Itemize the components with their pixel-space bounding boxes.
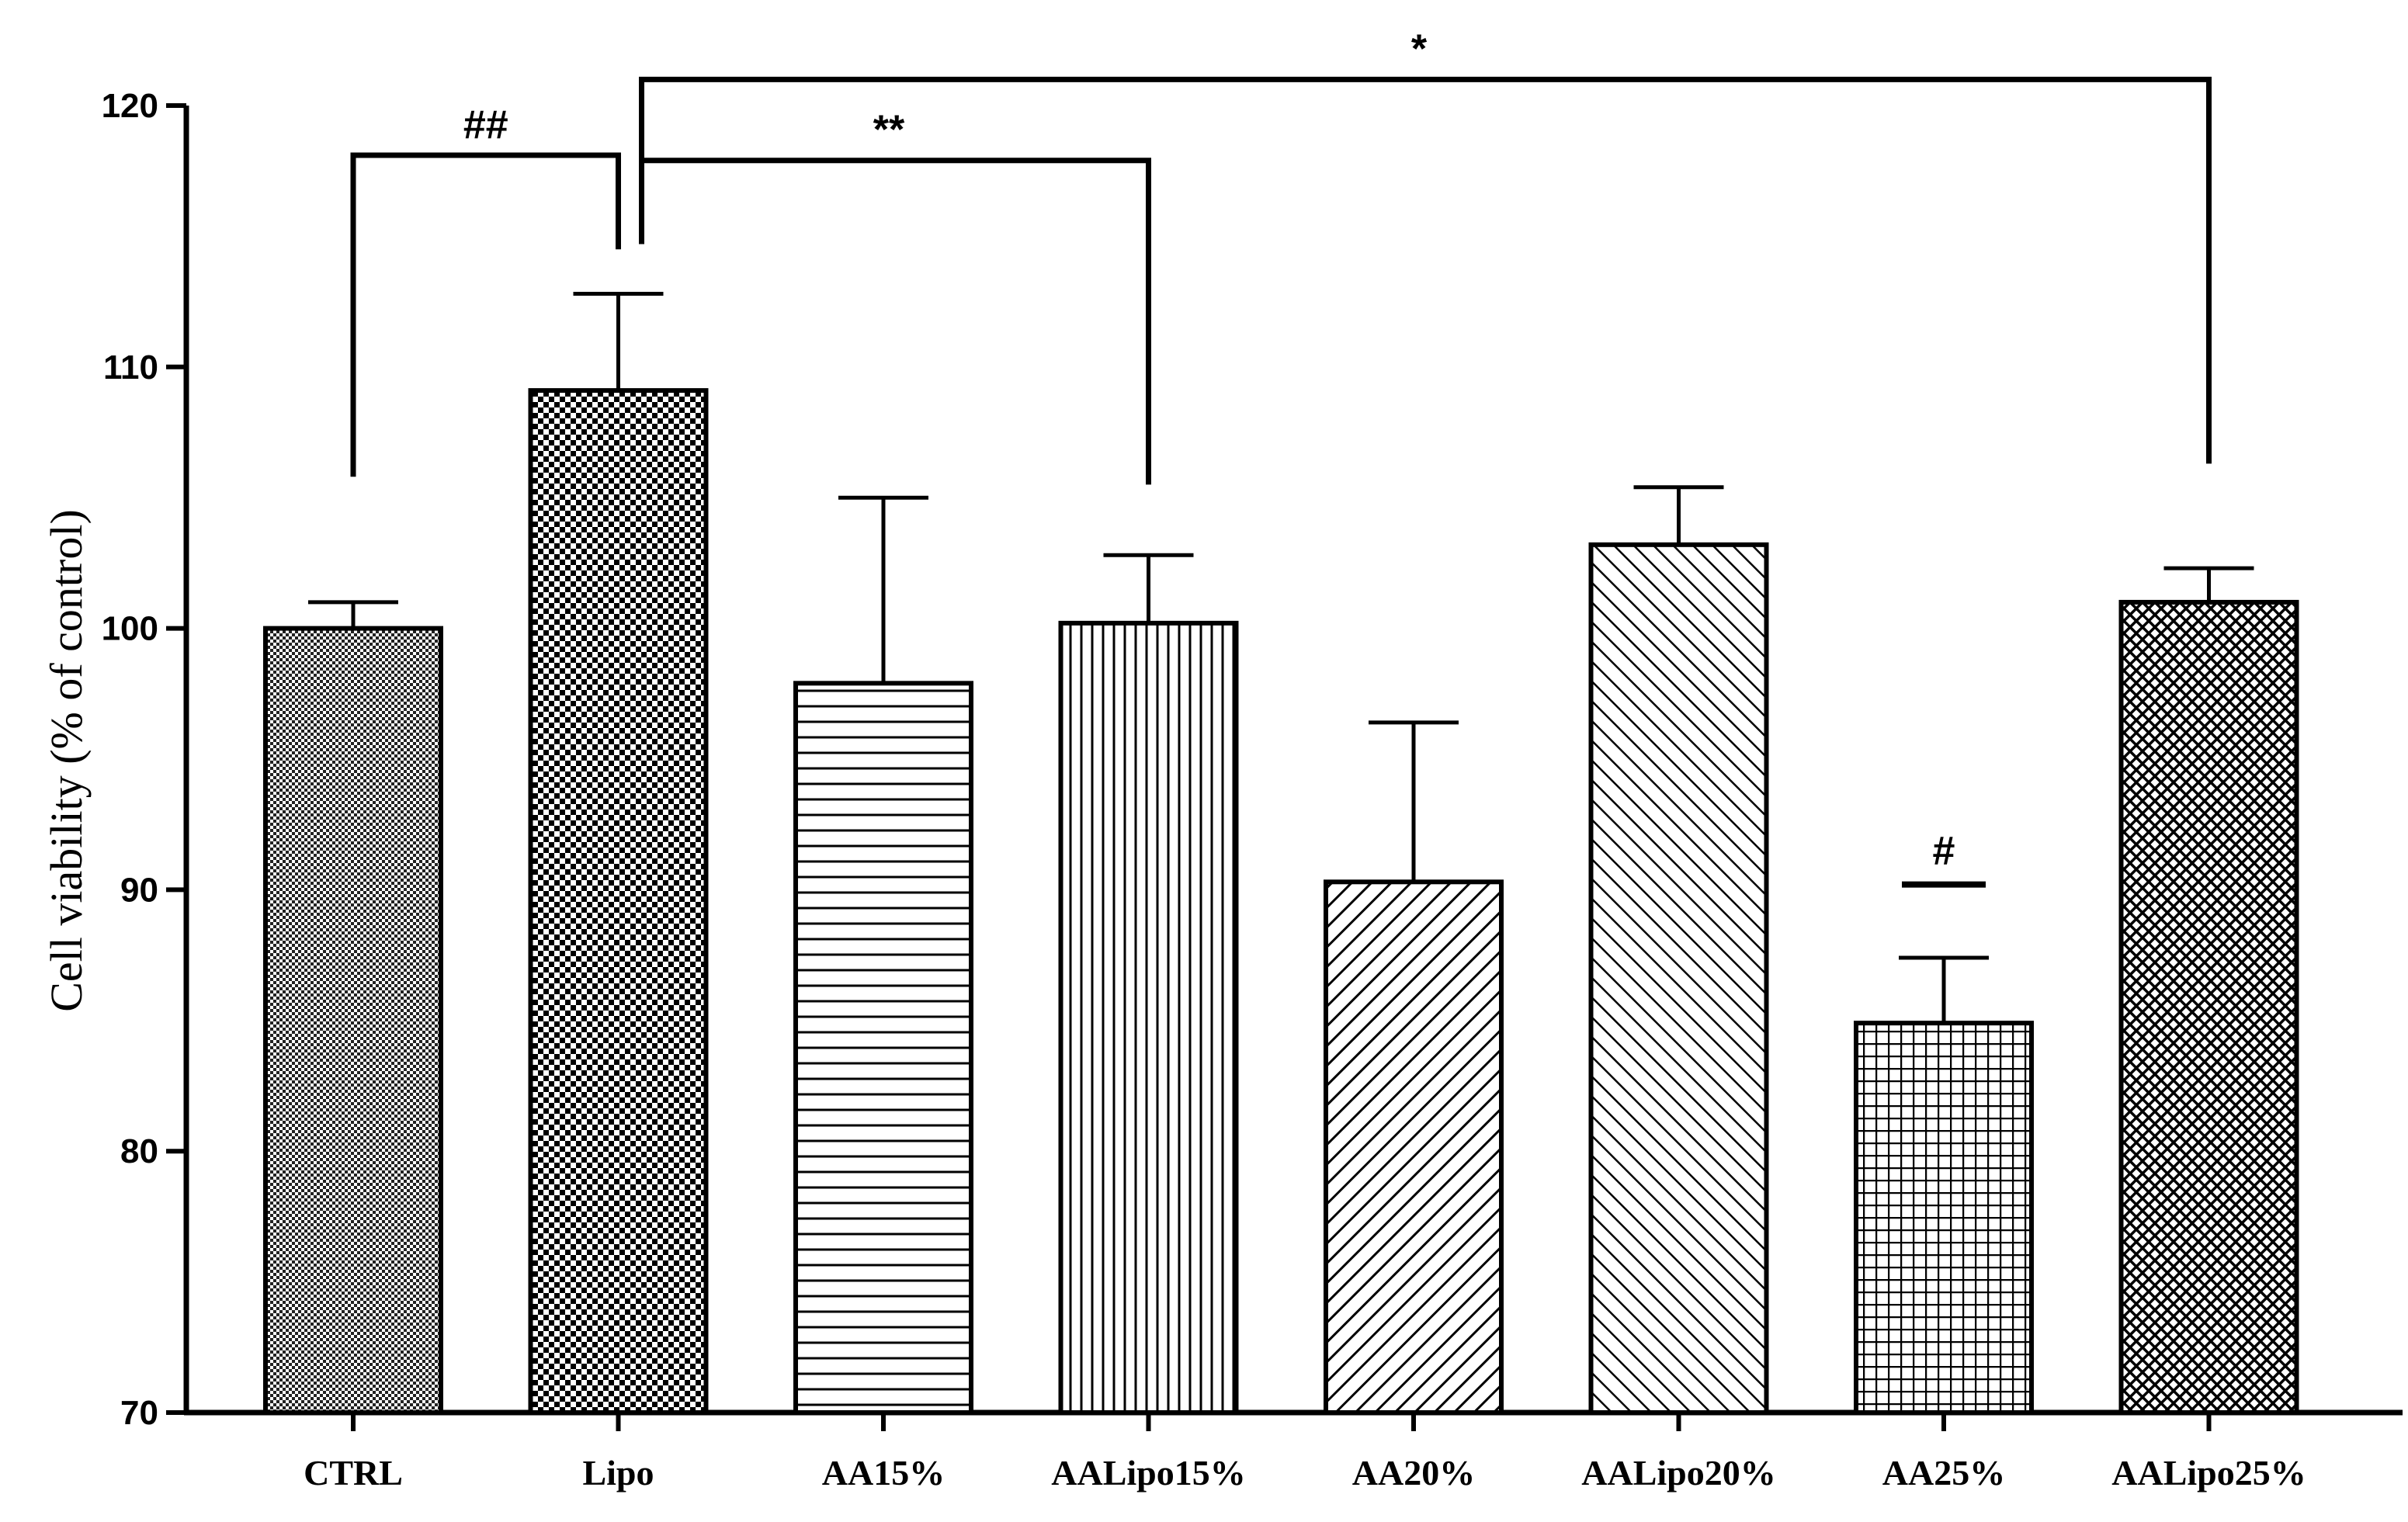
x-tick-label: AALipo20% <box>1581 1453 1775 1493</box>
x-tick-label: AA15% <box>822 1453 945 1493</box>
significance-bracket <box>350 152 621 477</box>
significance-bracket <box>639 158 1151 485</box>
significance-annotations: ## ***# <box>350 26 2212 888</box>
x-tick-label: AALipo25% <box>2111 1453 2306 1493</box>
y-tick-label: 70 <box>120 1394 158 1432</box>
bar <box>1854 1021 2034 1415</box>
significance-label: ## <box>463 102 508 147</box>
significance-bracket <box>639 76 2212 464</box>
x-tick-label: AA25% <box>1882 1453 2005 1493</box>
y-tick-label: 110 <box>103 348 158 387</box>
bar <box>528 388 709 1415</box>
significance-label: ** <box>873 108 905 153</box>
y-tick-label: 90 <box>120 871 158 909</box>
y-axis-title: Cell viability (% of control) <box>41 509 92 1012</box>
significance-label: * <box>1411 26 1428 71</box>
bar <box>2118 599 2299 1415</box>
bar <box>263 626 443 1415</box>
significance-label: # <box>1933 829 1955 874</box>
y-tick-label: 100 <box>102 610 158 648</box>
y-tick-label: 80 <box>120 1132 158 1170</box>
y-tick-label: 120 <box>102 87 158 125</box>
bar <box>793 681 973 1415</box>
bars <box>263 291 2299 1415</box>
x-tick-label: Lipo <box>582 1453 654 1493</box>
x-tick-label: AA20% <box>1352 1453 1475 1493</box>
axes: 70 80 90 100 110 120 CTRL Lipo AA15% AALipo15% AA2… <box>102 87 2403 1493</box>
bar <box>1588 542 1769 1415</box>
x-tick-label: AALipo15% <box>1051 1453 1245 1493</box>
x-tick-label: CTRL <box>304 1453 403 1493</box>
bar <box>1324 879 1504 1415</box>
bar <box>1058 620 1239 1415</box>
